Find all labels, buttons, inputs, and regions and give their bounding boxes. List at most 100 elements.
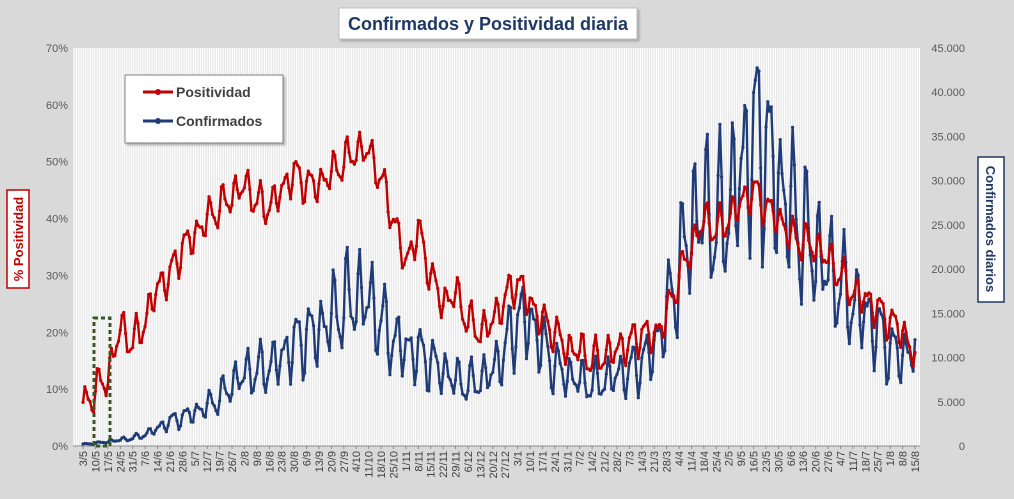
data-point — [409, 240, 413, 244]
data-point — [514, 345, 518, 349]
data-point — [457, 282, 461, 286]
x-tick-label: 17/5 — [103, 451, 115, 472]
left-tick-label: 60% — [46, 100, 68, 112]
right-tick-label: 25.000 — [931, 220, 965, 232]
data-point — [805, 169, 809, 174]
data-point — [732, 137, 736, 141]
data-point — [257, 355, 261, 359]
data-point — [152, 309, 156, 313]
data-point — [642, 324, 646, 328]
data-point — [200, 407, 204, 411]
x-tick-label: 22/11 — [438, 451, 450, 478]
data-point — [581, 333, 585, 337]
chart-title: Confirmados y Positividad diaria — [348, 14, 629, 34]
data-point — [97, 367, 101, 371]
data-point — [886, 376, 891, 380]
data-point — [223, 386, 227, 390]
data-point — [817, 200, 821, 204]
data-point — [251, 389, 255, 393]
data-point — [555, 315, 559, 319]
x-tick-label: 20/9 — [326, 451, 338, 472]
data-point — [393, 220, 397, 224]
data-point — [164, 430, 168, 434]
data-point — [668, 291, 672, 295]
data-point — [748, 256, 752, 260]
data-point — [84, 390, 89, 394]
data-point — [778, 138, 782, 142]
data-point — [702, 220, 706, 224]
data-point — [666, 288, 671, 292]
data-point — [846, 325, 850, 329]
data-point — [255, 371, 259, 375]
data-point — [578, 349, 582, 354]
data-point — [487, 383, 491, 387]
x-tick-label: 16/8 — [264, 451, 276, 472]
data-point — [469, 299, 474, 303]
data-point — [493, 357, 497, 362]
data-point — [411, 247, 415, 251]
data-point — [759, 203, 763, 207]
data-point — [246, 168, 250, 172]
data-point — [260, 350, 264, 354]
data-point — [441, 304, 445, 308]
data-point — [81, 400, 85, 404]
data-point — [420, 231, 424, 235]
data-point — [764, 202, 768, 206]
data-point — [132, 434, 136, 438]
data-point — [815, 214, 820, 218]
data-point — [398, 349, 403, 353]
data-point — [886, 335, 891, 340]
data-point — [741, 194, 745, 198]
data-point — [590, 388, 594, 392]
data-point — [203, 234, 207, 238]
data-point — [799, 302, 804, 306]
data-point — [792, 163, 797, 167]
data-point — [390, 353, 394, 358]
data-point — [567, 333, 571, 337]
data-point — [697, 240, 701, 244]
data-point — [835, 283, 839, 287]
data-point — [482, 353, 486, 357]
data-point — [136, 433, 140, 437]
data-point — [613, 376, 617, 380]
x-tick-label: 20/12 — [488, 451, 500, 479]
data-point — [663, 331, 667, 335]
data-point — [893, 314, 898, 318]
x-tick-label: 27/9 — [339, 451, 351, 472]
data-point — [294, 160, 298, 164]
data-point — [489, 323, 493, 327]
x-tick-label: 28/2 — [612, 451, 624, 472]
data-point — [762, 219, 766, 223]
data-point — [684, 244, 688, 248]
data-point — [257, 190, 261, 195]
data-point — [175, 419, 179, 423]
data-point — [727, 223, 731, 227]
data-point — [517, 278, 522, 282]
data-point — [744, 186, 749, 190]
data-point — [328, 349, 332, 353]
data-point — [831, 262, 836, 266]
left-tick-label: 0% — [52, 441, 68, 453]
data-point — [824, 282, 828, 286]
data-point — [235, 188, 239, 192]
data-point — [116, 339, 121, 343]
data-point — [846, 295, 850, 299]
data-point — [267, 208, 271, 212]
data-point — [626, 348, 630, 352]
data-point — [583, 381, 587, 385]
data-point — [533, 303, 538, 307]
x-tick-label: 6/6 — [786, 451, 798, 466]
data-point — [826, 260, 830, 264]
data-point — [618, 354, 623, 358]
data-point — [303, 371, 307, 375]
data-point — [450, 301, 454, 305]
data-point — [113, 354, 117, 358]
x-tick-label: 24/5 — [115, 451, 127, 472]
data-point — [808, 246, 812, 250]
data-point — [230, 392, 234, 396]
data-point — [874, 345, 878, 349]
data-point — [842, 255, 846, 259]
data-point — [785, 254, 789, 258]
data-point — [287, 360, 291, 365]
data-point — [647, 332, 651, 336]
